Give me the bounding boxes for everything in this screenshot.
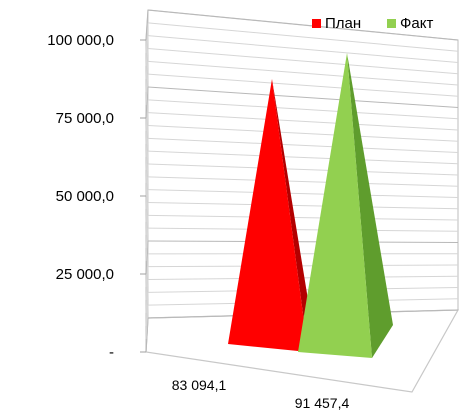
y-axis-tick-label: 50 000,0 — [56, 188, 114, 205]
gridline-side — [145, 253, 149, 288]
gridline-side — [145, 74, 149, 106]
gridline-back — [147, 264, 459, 268]
gridline-side — [145, 240, 149, 275]
gridline-back — [147, 60, 459, 86]
gridline-side — [145, 61, 149, 93]
gridline-back — [147, 22, 459, 52]
gridline-side — [145, 202, 149, 236]
legend: План Факт — [312, 15, 433, 32]
legend-label-plan: План — [325, 15, 361, 32]
gridline-back — [147, 176, 459, 187]
gridline-back — [147, 240, 459, 243]
gridline-side — [145, 189, 149, 223]
pyramid-fact — [298, 52, 393, 358]
gridline-back — [147, 227, 459, 232]
gridline-side — [145, 112, 149, 145]
pyramid-side-face — [347, 52, 393, 358]
gridline-side — [145, 138, 149, 171]
gridline-side — [145, 163, 149, 197]
y-axis-tick-label: 75 000,0 — [56, 110, 114, 127]
data-labels: 83 094,1 91 457,4 — [172, 377, 350, 411]
data-label-plan: 83 094,1 — [172, 377, 227, 393]
gridlines — [145, 9, 460, 393]
legend-swatch-plan — [312, 19, 321, 28]
y-axis-tick-label: 25 000,0 — [56, 266, 114, 283]
gridline-side — [145, 22, 149, 54]
gridline-side — [145, 266, 149, 301]
pyramids — [228, 52, 393, 358]
gridline-back — [147, 150, 459, 165]
gridline-back — [147, 86, 459, 108]
gridline-back — [147, 99, 459, 120]
gridline-side — [145, 35, 149, 67]
gridline-side — [145, 176, 149, 210]
gridline-back — [147, 214, 459, 221]
gridline-side — [145, 9, 149, 41]
data-label-fact: 91 457,4 — [295, 395, 350, 411]
gridline-side — [145, 215, 149, 249]
gridline-back — [147, 73, 459, 97]
gridline-back — [147, 137, 459, 153]
y-axis-tick-label: - — [109, 344, 114, 361]
gridline-side — [145, 125, 149, 158]
gridline-side — [145, 99, 149, 132]
pyramid-plan — [228, 78, 311, 352]
gridline-side — [145, 228, 149, 262]
gridline-side — [145, 86, 149, 119]
gridline-side — [145, 151, 149, 184]
gridline-side — [145, 292, 149, 327]
gridline-side — [145, 305, 149, 340]
y-axis-tick-labels: - 25 000,0 50 000,0 75 000,0 100 000,0 — [47, 32, 146, 361]
pyramid-side-face — [272, 78, 311, 352]
gridline-side — [145, 48, 149, 80]
gridline-side — [145, 317, 149, 353]
gridline-back — [147, 48, 459, 75]
gridline-back — [147, 9, 459, 41]
y-axis-tick-label: 100 000,0 — [47, 32, 114, 49]
legend-label-fact: Факт — [400, 15, 433, 32]
gridline-back — [147, 112, 459, 131]
pyramid-front-face — [298, 52, 372, 358]
gridline-back — [147, 189, 459, 198]
gridline-back — [147, 35, 459, 63]
legend-swatch-fact — [387, 19, 396, 28]
pyramid-front-face — [228, 78, 308, 352]
gridline-back — [147, 202, 459, 210]
gridline-back — [147, 125, 459, 142]
gridline-side — [145, 279, 149, 314]
gridline-back — [147, 163, 459, 176]
